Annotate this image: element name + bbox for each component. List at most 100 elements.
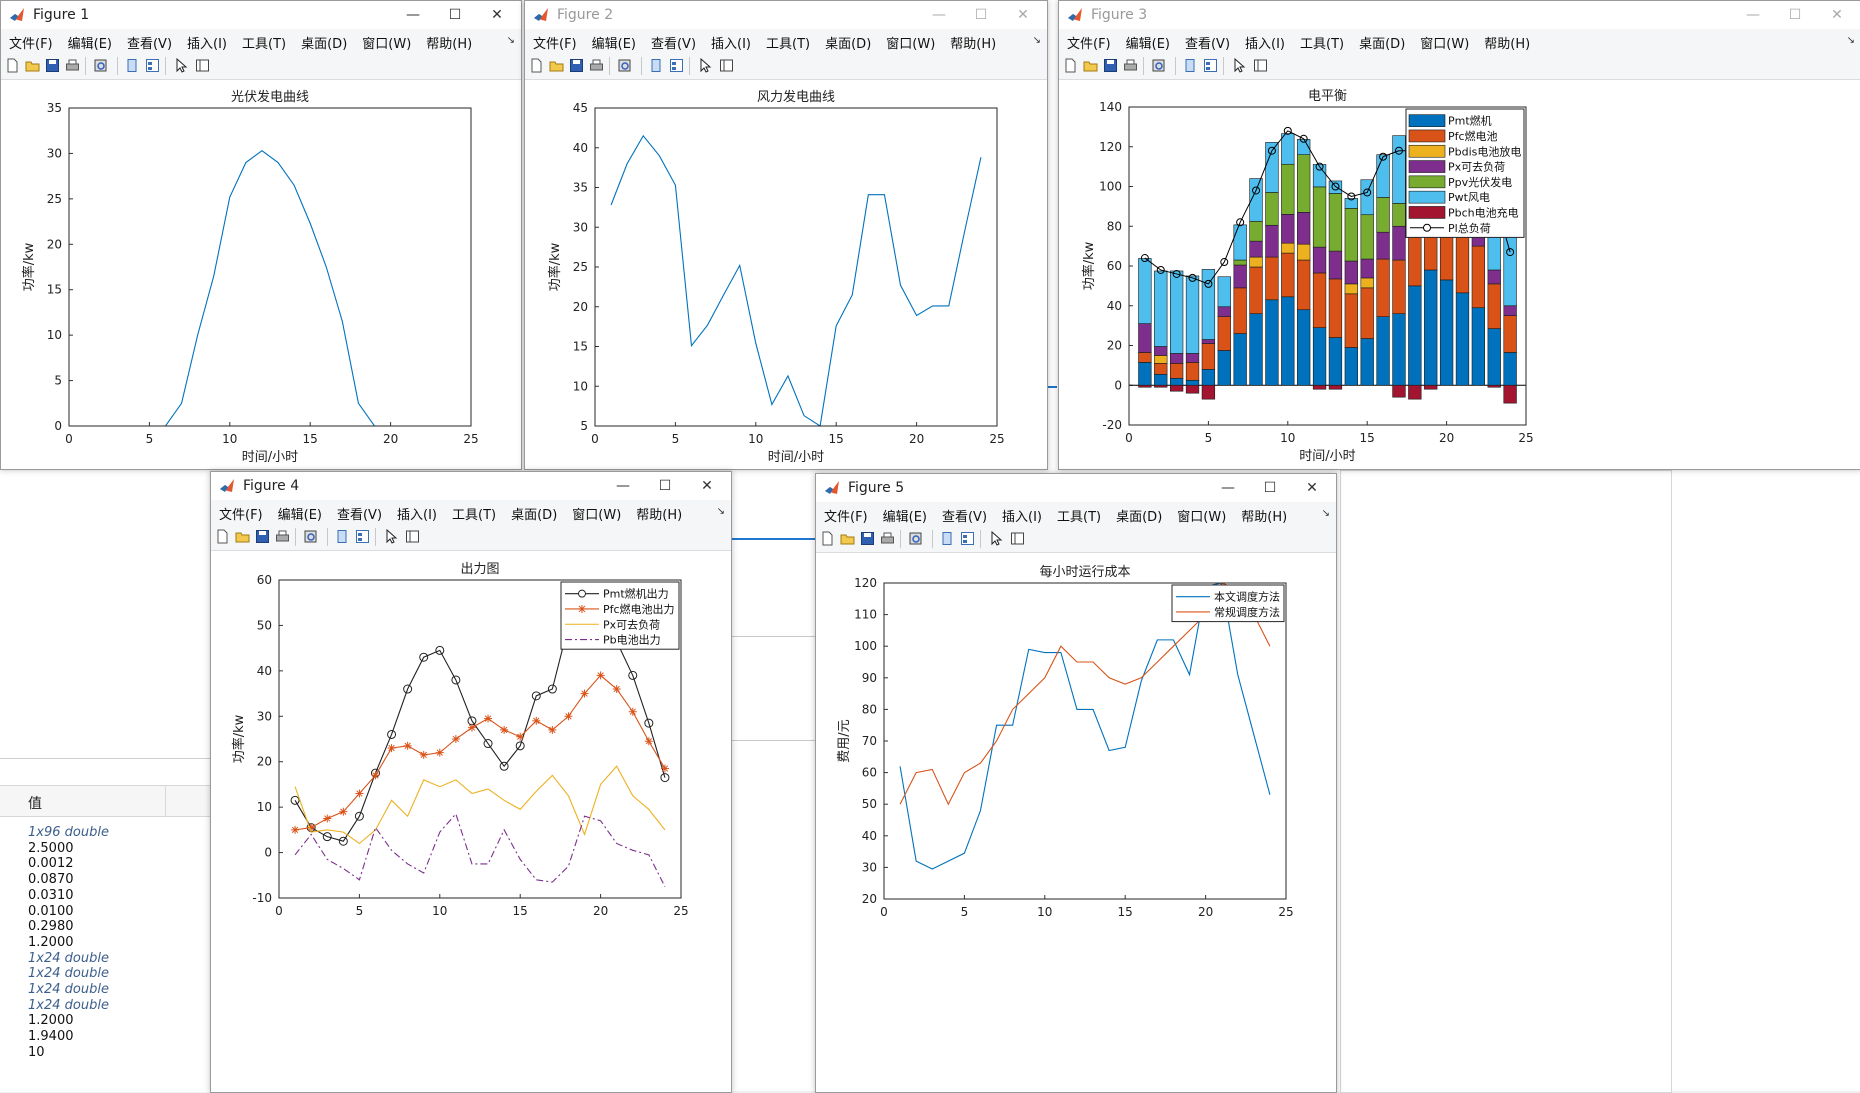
workspace-value[interactable]: 1x24 double [28,950,109,966]
pointer-icon[interactable] [988,530,1003,546]
property-editor-icon[interactable] [1203,58,1218,73]
print-icon[interactable] [589,58,604,73]
menu-overflow-arrow[interactable]: ↘ [506,35,515,46]
menu-item[interactable]: 窗口(W) [886,37,936,52]
save-icon[interactable] [860,531,875,546]
dock-figure-icon[interactable] [940,531,955,546]
title-bar[interactable]: Figure 4 — ☐ ✕ [211,472,731,500]
plot-browser-icon[interactable] [719,58,734,73]
menu-item[interactable]: 帮助(H) [426,37,473,52]
open-folder-icon[interactable] [549,58,564,73]
title-bar[interactable]: Figure 3 — ☐ ✕ [1059,1,1860,29]
menu-item[interactable]: 窗口(W) [362,37,412,52]
workspace-value[interactable]: 0.2980 [28,919,74,935]
menu-item[interactable]: 帮助(H) [636,508,683,523]
figure-window[interactable]: Figure 5 — ☐ ✕ 文件(F) 编辑(E) 查看(V) 插入(I) 工具(T) 桌面(D… [815,473,1337,1093]
workspace-value[interactable]: 1x24 double [28,982,109,997]
print-icon[interactable] [1123,58,1138,73]
menu-item[interactable]: 文件(F) [533,37,577,52]
menu-item[interactable]: 文件(F) [1067,37,1111,52]
close-button[interactable]: ✕ [1831,7,1843,23]
save-icon[interactable] [1103,58,1118,73]
workspace-value[interactable]: 0.0310 [28,887,74,903]
new-file-icon[interactable] [529,58,544,73]
menu-item[interactable]: 工具(T) [1057,510,1102,525]
workspace-value[interactable]: 0.0100 [28,903,74,919]
property-editor-icon[interactable] [355,529,370,544]
menu-item[interactable]: 帮助(H) [950,37,997,52]
menu-item[interactable]: 桌面(D) [825,37,872,52]
menu-item[interactable]: 查看(V) [650,37,697,52]
property-editor-icon[interactable] [669,58,684,73]
menu-item[interactable]: 编辑(E) [67,37,112,52]
maximize-button[interactable]: ☐ [448,7,462,23]
menu-item[interactable]: 工具(T) [766,37,811,52]
figure-window[interactable]: Figure 4 — ☐ ✕ 文件(F) 编辑(E) 查看(V) 插入(I) 工具(T) 桌面(D… [210,471,732,1093]
title-bar[interactable]: Figure 5 — ☐ ✕ [816,474,1336,502]
title-bar[interactable]: Figure 2 — ☐ ✕ [525,1,1047,29]
menu-item[interactable]: 文件(F) [9,37,53,52]
property-editor-icon[interactable] [960,531,975,546]
print-icon[interactable] [275,529,290,544]
maximize-button[interactable]: ☐ [974,7,988,23]
menu-item[interactable]: 帮助(H) [1241,510,1288,525]
figure-window[interactable]: Figure 1 — ☐ ✕ 文件(F) 编辑(E) 查看(V) 插入(I) 工具(T) 桌面(D… [0,0,522,470]
workspace-value[interactable]: 1.2000 [28,1013,74,1029]
menu-item[interactable]: 插入(I) [397,508,438,523]
new-file-icon[interactable] [820,531,835,546]
new-file-icon[interactable] [215,529,230,544]
menu-item[interactable]: 查看(V) [1184,37,1231,52]
open-folder-icon[interactable] [25,58,40,73]
pointer-icon[interactable] [383,528,398,544]
save-icon[interactable] [255,529,270,544]
print-preview-icon[interactable] [908,531,923,546]
close-button[interactable]: ✕ [1017,7,1029,23]
open-folder-icon[interactable] [840,531,855,546]
maximize-button[interactable]: ☐ [1263,480,1277,496]
print-preview-icon[interactable] [1151,58,1166,73]
menu-item[interactable]: 编辑(E) [1125,37,1170,52]
property-editor-icon[interactable] [145,58,160,73]
menu-item[interactable]: 桌面(D) [301,37,348,52]
dock-figure-icon[interactable] [335,529,350,544]
print-preview-icon[interactable] [617,58,632,73]
minimize-button[interactable]: — [1221,480,1235,496]
pointer-icon[interactable] [697,57,712,73]
minimize-button[interactable]: — [616,478,630,494]
save-icon[interactable] [569,58,584,73]
menu-item[interactable]: 查看(V) [126,37,173,52]
menu-item[interactable]: 桌面(D) [511,508,558,523]
menu-item[interactable]: 窗口(W) [1177,510,1227,525]
new-file-icon[interactable] [5,58,20,73]
open-folder-icon[interactable] [1083,58,1098,73]
menu-item[interactable]: 编辑(E) [591,37,636,52]
menu-item[interactable]: 工具(T) [1300,37,1345,52]
print-icon[interactable] [880,531,895,546]
menu-item[interactable]: 编辑(E) [277,508,322,523]
maximize-button[interactable]: ☐ [658,478,672,494]
plot-browser-icon[interactable] [1010,531,1025,546]
workspace-value[interactable]: 1x24 double [28,997,109,1013]
minimize-button[interactable]: — [406,7,420,23]
menu-overflow-arrow[interactable]: ↘ [1321,508,1330,519]
new-file-icon[interactable] [1063,58,1078,73]
menu-overflow-arrow[interactable]: ↘ [716,506,725,517]
minimize-button[interactable]: — [1746,7,1760,23]
workspace-value[interactable]: 0.0870 [28,872,74,888]
maximize-button[interactable]: ☐ [1788,7,1802,23]
save-icon[interactable] [45,58,60,73]
menu-item[interactable]: 文件(F) [219,508,263,523]
plot-browser-icon[interactable] [195,58,210,73]
menu-item[interactable]: 插入(I) [1245,37,1286,52]
workspace-value[interactable]: 10 [28,1044,45,1060]
figure-window[interactable]: Figure 3 — ☐ ✕ 文件(F) 编辑(E) 查看(V) 插入(I) 工具(T) 桌面(D… [1058,0,1860,470]
workspace-value[interactable]: 1x24 double [28,966,109,982]
workspace-value[interactable]: 1.9400 [28,1029,74,1045]
dock-figure-icon[interactable] [125,58,140,73]
menu-item[interactable]: 工具(T) [242,37,287,52]
menu-item[interactable]: 文件(F) [824,510,868,525]
workspace-value[interactable]: 1.2000 [28,934,74,950]
